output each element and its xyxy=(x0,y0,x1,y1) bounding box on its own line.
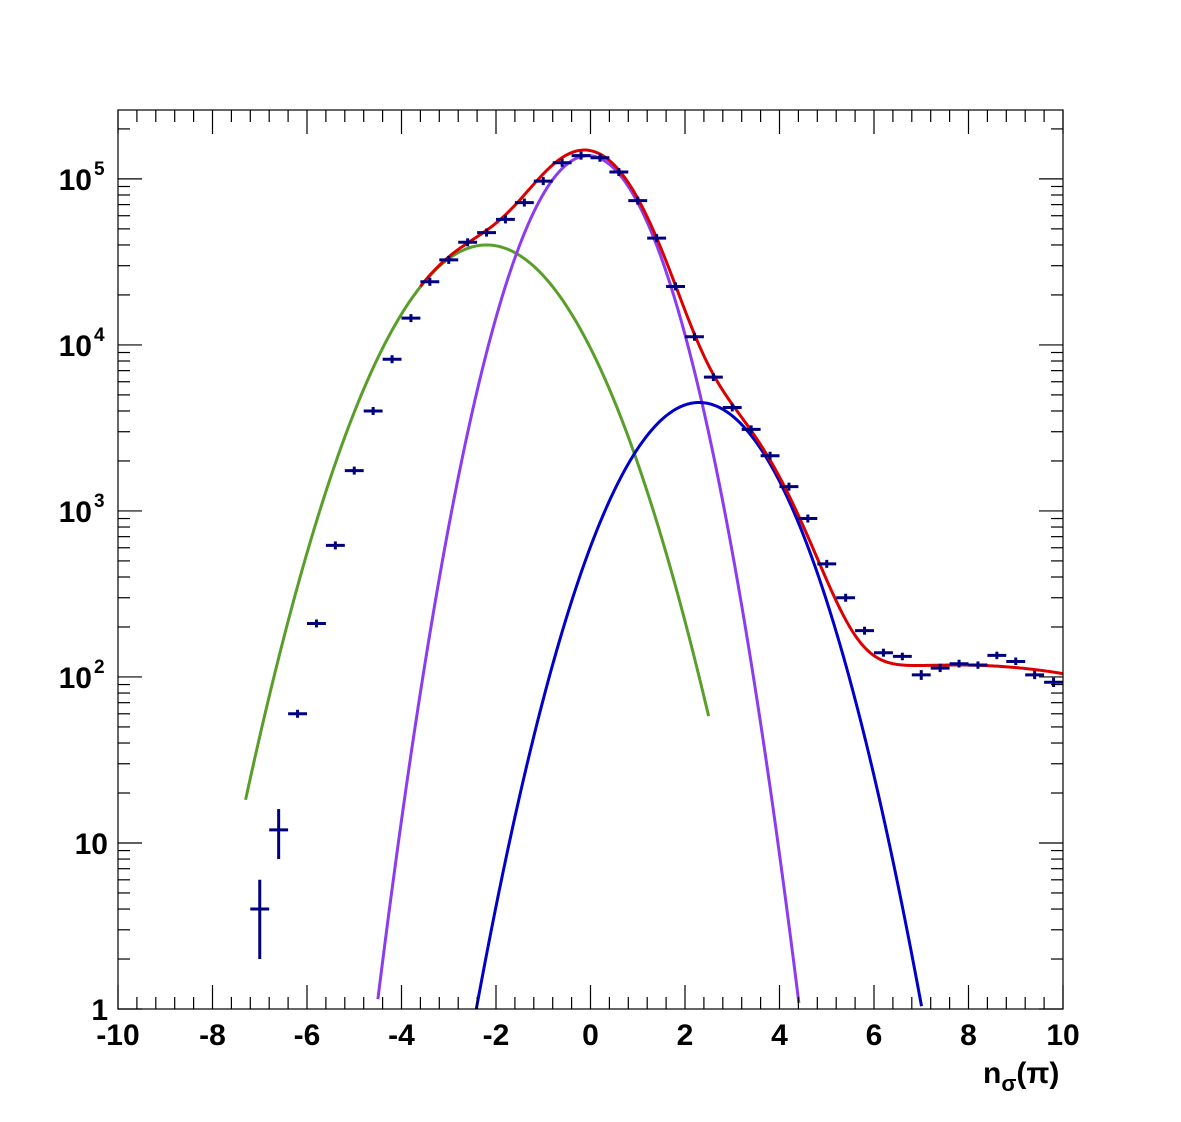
data-point xyxy=(1044,677,1063,687)
x-axis-title: nσ(π) xyxy=(983,1057,1059,1096)
x-tick-label: 10 xyxy=(1046,1019,1079,1052)
data-point xyxy=(307,619,326,628)
data-point xyxy=(760,451,780,460)
y-tick-label-exponent: 4 xyxy=(94,325,105,346)
data-point xyxy=(439,255,459,264)
data-point xyxy=(836,593,856,602)
axis-ticks xyxy=(117,110,1064,1010)
data-point xyxy=(741,425,761,434)
data-point xyxy=(552,158,572,167)
data-point xyxy=(514,198,534,207)
y-tick-label: 1 xyxy=(91,994,108,1027)
data-point xyxy=(420,277,440,286)
data-point xyxy=(703,373,723,382)
data-point xyxy=(628,196,648,205)
x-tick-label: 8 xyxy=(960,1019,977,1052)
data-point xyxy=(1006,657,1026,666)
data-point xyxy=(949,659,969,668)
fit-curves xyxy=(244,148,1064,1010)
x-axis-title-sub: σ xyxy=(1001,1071,1016,1096)
x-tick-labels: -10 -8 -6 -4 -2 0 2 4 6 8 10 xyxy=(96,1019,1079,1052)
fit-curve-component-2 xyxy=(376,154,801,1004)
data-point xyxy=(401,314,421,323)
data-point xyxy=(288,709,307,718)
x-axis-title-main: n xyxy=(983,1057,1001,1090)
data-point xyxy=(477,228,496,237)
data-point xyxy=(382,355,402,364)
y-tick-label: 10 xyxy=(59,330,92,363)
x-tick-label: -4 xyxy=(388,1019,415,1052)
data-point xyxy=(571,151,591,160)
data-point xyxy=(779,482,799,491)
data-point xyxy=(590,153,610,162)
y-tick-label: 10 xyxy=(75,828,108,861)
x-tick-label: 0 xyxy=(582,1019,599,1052)
data-point xyxy=(685,332,704,341)
data-point xyxy=(722,403,742,412)
data-points xyxy=(250,151,1063,960)
x-tick-label: -8 xyxy=(199,1019,226,1052)
data-point xyxy=(325,541,345,550)
data-point xyxy=(458,238,478,247)
data-point xyxy=(1025,670,1045,680)
x-tick-label: -2 xyxy=(483,1019,510,1052)
fit-curve-component-3 xyxy=(474,400,924,1010)
data-point xyxy=(533,177,553,186)
x-tick-label: -6 xyxy=(294,1019,321,1052)
data-point xyxy=(817,559,837,568)
data-point xyxy=(855,626,874,635)
data-point xyxy=(892,652,912,661)
x-tick-label: 4 xyxy=(771,1019,788,1052)
data-point xyxy=(930,663,950,673)
data-point xyxy=(666,282,685,291)
y-tick-label-exponent: 5 xyxy=(94,159,105,180)
data-point xyxy=(344,466,364,475)
data-point xyxy=(269,809,289,860)
data-point xyxy=(798,514,818,523)
plot-frame xyxy=(117,109,1064,1010)
data-point xyxy=(874,648,893,657)
x-tick-label: 6 xyxy=(866,1019,883,1052)
data-point xyxy=(250,879,270,960)
y-tick-label-exponent: 3 xyxy=(94,491,105,512)
fit-curve-component-1 xyxy=(244,243,711,801)
x-tick-label: -10 xyxy=(96,1019,139,1052)
data-point xyxy=(911,670,931,680)
y-tick-label: 10 xyxy=(59,662,92,695)
data-point xyxy=(496,215,515,224)
data-point xyxy=(609,168,629,177)
fit-curve-total xyxy=(419,148,1064,676)
y-tick-label: 10 xyxy=(59,164,92,197)
x-tick-label: 2 xyxy=(677,1019,694,1052)
data-point xyxy=(987,651,1007,660)
data-point xyxy=(968,661,988,669)
data-point xyxy=(363,406,383,415)
y-tick-label-exponent: 2 xyxy=(94,657,105,678)
x-axis-title-suffix: (π) xyxy=(1016,1057,1059,1090)
data-point xyxy=(647,234,667,243)
y-tick-label: 10 xyxy=(59,496,92,529)
